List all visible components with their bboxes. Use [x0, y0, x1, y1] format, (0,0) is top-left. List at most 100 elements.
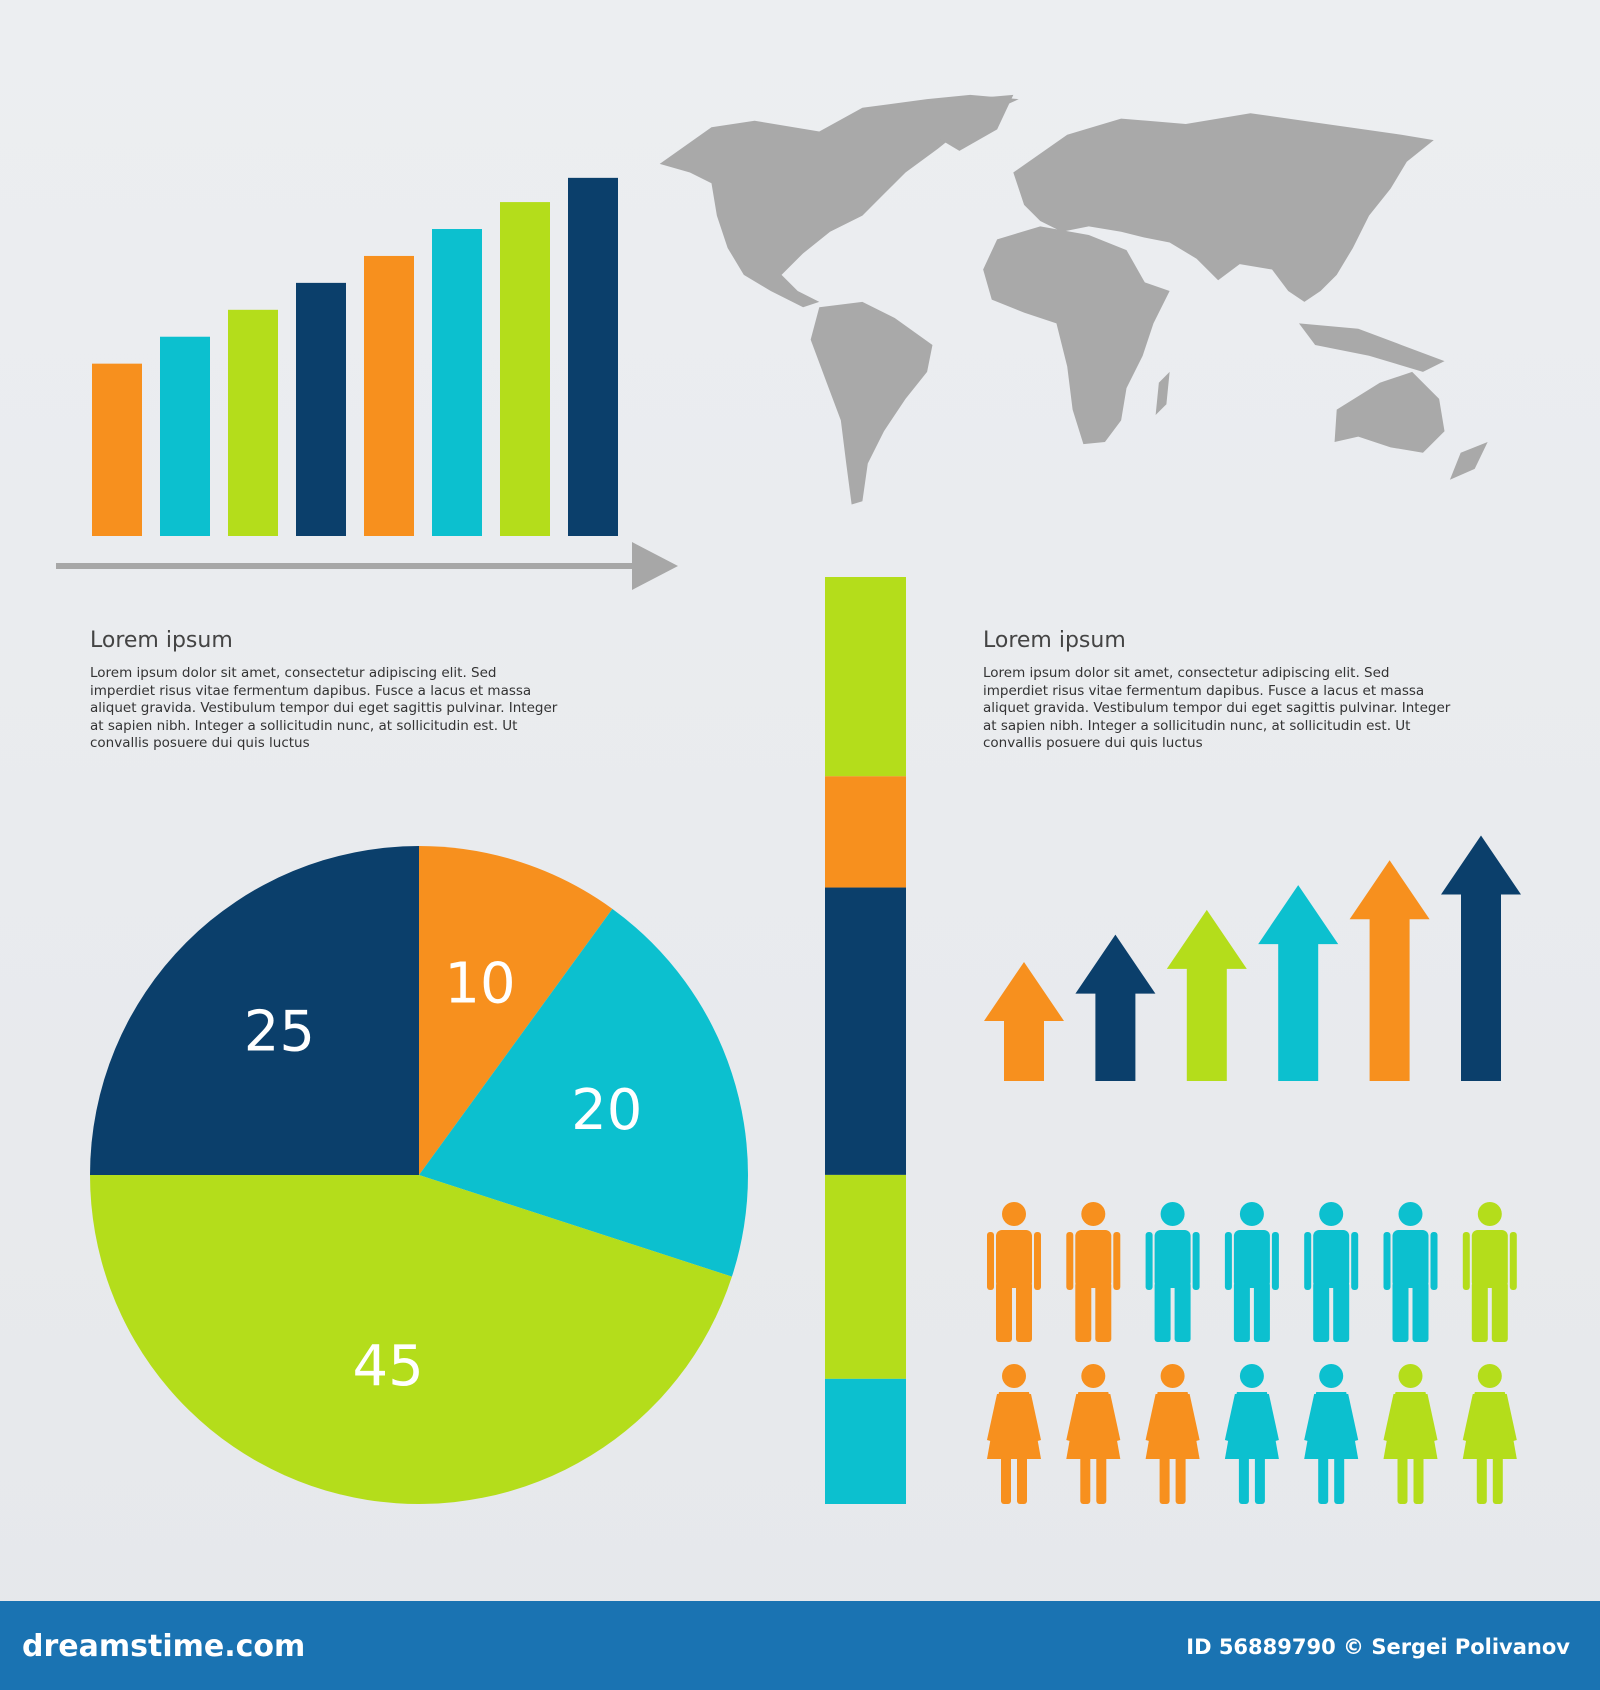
icon-arm [1034, 1232, 1041, 1290]
icon-arm [1342, 1394, 1359, 1442]
bar [160, 336, 210, 536]
slice-label: 45 [352, 1334, 423, 1399]
icon-dress [1462, 1392, 1517, 1459]
continent [659, 94, 1019, 308]
continent [810, 301, 933, 505]
icon-leg [1238, 1456, 1249, 1504]
icon-head [1477, 1202, 1502, 1226]
icon-leg [1017, 1456, 1027, 1504]
icon-leg [1413, 1456, 1424, 1504]
continent [1334, 371, 1445, 453]
icon-leg [1095, 1282, 1112, 1342]
icon-torso [1075, 1230, 1112, 1288]
icon-dress [1304, 1392, 1359, 1459]
block-line: imperdiet risus vitae fermentum dapibus.… [983, 682, 1425, 699]
block-line: imperdiet risus vitae fermentum dapibus.… [90, 682, 532, 699]
icon-arm [1430, 1232, 1438, 1290]
icon-torso [1233, 1230, 1270, 1288]
icon-torso [1471, 1230, 1508, 1288]
axis-arrow-head [632, 542, 678, 590]
slice-label: 10 [444, 951, 515, 1016]
stack-segment [825, 887, 906, 1175]
stack-segment [825, 1174, 906, 1379]
block-line: Lorem ipsum dolor sit amet, consectetur … [90, 665, 497, 681]
icon-dress [1145, 1392, 1200, 1459]
person-icon [1462, 1364, 1517, 1504]
icon-arm [1462, 1394, 1479, 1442]
infographic: 10 20 45 25 [56, 94, 1521, 1504]
icon-arm [1192, 1232, 1200, 1290]
block-line: at sapien nibh. Integer a sollicitudin n… [983, 717, 1411, 734]
person-icon [1145, 1364, 1200, 1504]
bar [296, 282, 346, 536]
block-line: at sapien nibh. Integer a sollicitudin n… [90, 717, 518, 734]
person-icon [1224, 1202, 1279, 1342]
icon-head [1160, 1202, 1185, 1226]
icon-head [1081, 1364, 1106, 1388]
continent [1298, 323, 1445, 372]
bar [568, 177, 618, 536]
icon-arm [1304, 1394, 1321, 1442]
bar [500, 202, 550, 537]
icon-head [1319, 1202, 1344, 1226]
icon-arm [1421, 1394, 1438, 1442]
growth-arrow [1349, 860, 1430, 1081]
person-icon [1224, 1364, 1279, 1504]
icon-leg [1253, 1282, 1270, 1342]
footer: dreamstime.com ID 56889790 © Sergei Poli… [0, 1601, 1600, 1690]
icon-head [1398, 1202, 1423, 1226]
text-block: Lorem ipsum Lorem ipsum dolor sit amet, … [90, 628, 610, 753]
icon-leg [1412, 1282, 1429, 1342]
icon-arm [1462, 1232, 1470, 1290]
icon-leg [1001, 1456, 1011, 1504]
person-icon [987, 1364, 1041, 1504]
icon-leg [1318, 1456, 1329, 1504]
person-icon [1383, 1364, 1438, 1504]
icon-dress [1383, 1392, 1438, 1459]
pie-slice [419, 846, 613, 1175]
icon-head [1477, 1364, 1502, 1388]
icon-leg [1313, 1282, 1330, 1342]
icon-torso [1313, 1230, 1350, 1288]
block-title: Lorem ipsum [983, 628, 1126, 653]
footer-site: dreamstime.com [22, 1629, 306, 1664]
icon-leg [1397, 1456, 1408, 1504]
icon-head [1319, 1364, 1344, 1388]
footer-credit: ID 56889790 © Sergei Polivanov [1186, 1635, 1570, 1659]
pie-slice [90, 846, 419, 1175]
block-title: Lorem ipsum [90, 628, 233, 653]
icon-head [1002, 1364, 1026, 1388]
icon-torso [1392, 1230, 1429, 1288]
icon-torso [1154, 1230, 1191, 1288]
block-line: aliquet gravida. Vestibulum tempor dui e… [983, 700, 1451, 717]
icon-dress [1066, 1392, 1121, 1459]
stack-segment [825, 776, 906, 888]
icon-leg [1096, 1456, 1107, 1504]
icon-arm [1113, 1232, 1121, 1290]
icon-arm [1183, 1394, 1200, 1442]
icon-head [1002, 1202, 1026, 1226]
growth-arrow [1258, 885, 1339, 1081]
text-block: Lorem ipsum Lorem ipsum dolor sit amet, … [983, 628, 1503, 753]
bar [92, 363, 142, 536]
icon-arm [1383, 1232, 1391, 1290]
icon-arm [1271, 1232, 1279, 1290]
icon-dress [1224, 1392, 1279, 1459]
icon-torso [996, 1230, 1032, 1288]
icon-arm [1104, 1394, 1121, 1442]
block-line: convallis posuere dui quis luctus [983, 735, 1203, 752]
world-map [659, 94, 1488, 505]
growth-arrow [1075, 934, 1156, 1081]
icon-arm [1351, 1232, 1359, 1290]
icon-arm [1224, 1232, 1232, 1290]
icon-leg [1080, 1456, 1091, 1504]
icon-head [1160, 1364, 1185, 1388]
continent [1449, 441, 1488, 480]
person-icon [1304, 1202, 1359, 1342]
person-icon [987, 1202, 1041, 1342]
stack-segment [825, 1378, 906, 1504]
block-line: convallis posuere dui quis luctus [90, 735, 310, 752]
icon-arm [1500, 1394, 1517, 1442]
growth-arrow [1441, 835, 1521, 1081]
